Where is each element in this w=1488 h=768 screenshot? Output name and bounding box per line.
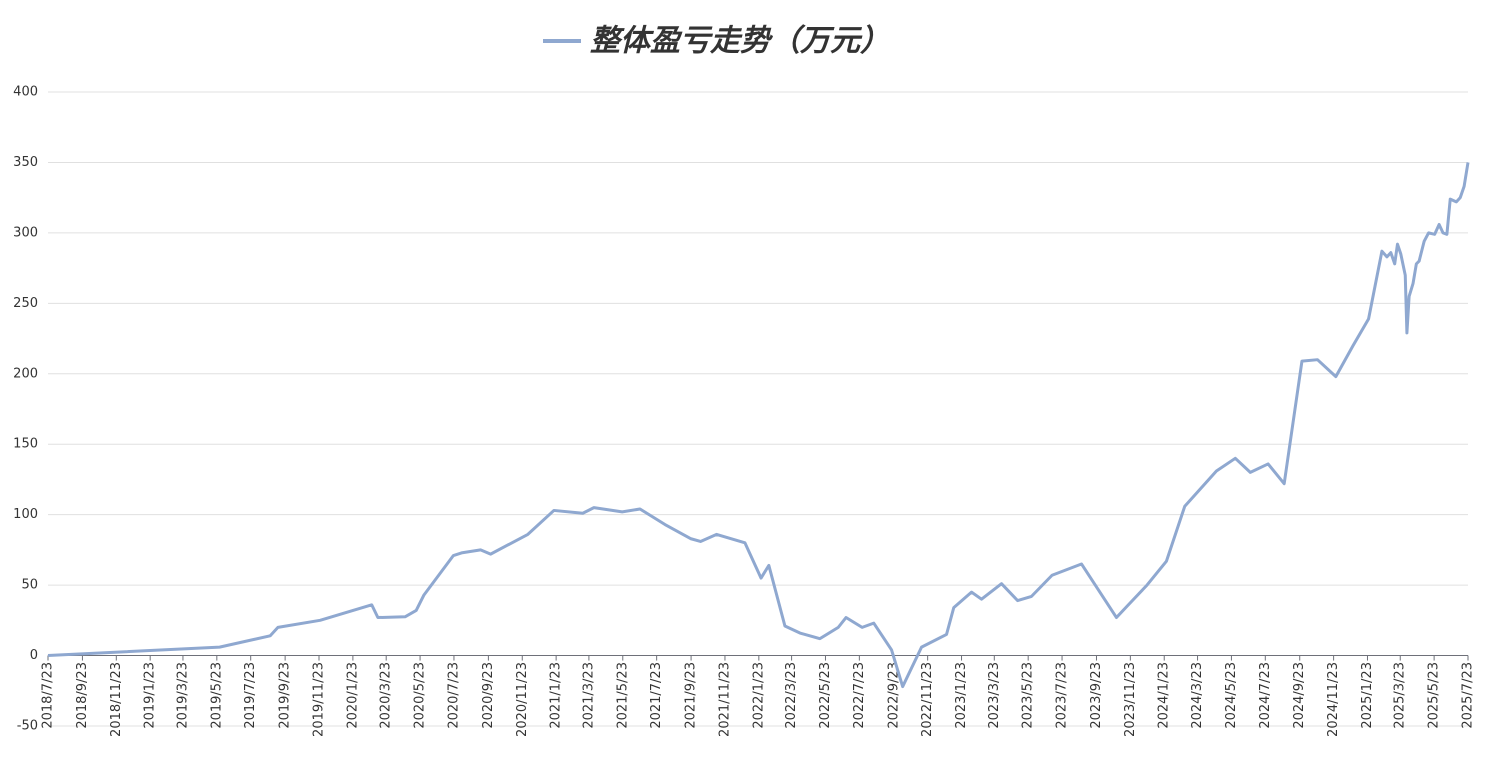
line-series: [47, 162, 1470, 689]
x-tick-label: 2019/3/23: [175, 662, 190, 729]
x-tick-label: 2018/11/23: [109, 662, 124, 737]
x-tick-label: 2020/5/23: [413, 662, 428, 729]
y-tick-label: 250: [13, 296, 38, 311]
x-tick-label: 2025/7/23: [1461, 662, 1476, 729]
y-tick-label: 100: [13, 507, 38, 522]
x-tick-label: 2024/9/23: [1292, 662, 1307, 729]
x-tick-label: 2023/1/23: [954, 662, 969, 729]
x-tick-label: 2025/3/23: [1393, 662, 1408, 729]
legend-label: 整体盈亏走势（万元）: [590, 24, 890, 59]
x-tick-label: 2021/5/23: [615, 662, 630, 729]
x-tick-label: 2023/5/23: [1021, 662, 1036, 729]
x-tick-label: 2021/9/23: [684, 662, 699, 729]
x-tick-label: 2023/9/23: [1089, 662, 1104, 729]
x-tick-label: 2022/11/23: [920, 662, 935, 737]
y-tick-label: 50: [21, 578, 38, 593]
x-tick-label: 2020/11/23: [515, 662, 530, 737]
x-tick-label: 2024/11/23: [1326, 662, 1341, 737]
x-tick-label: 2024/7/23: [1258, 662, 1273, 729]
x-tick-label: 2021/7/23: [649, 662, 664, 729]
x-tick-label: 2024/1/23: [1157, 662, 1172, 729]
x-tick-label: 2019/1/23: [143, 662, 158, 729]
x-tick-label: 2020/3/23: [379, 662, 394, 729]
x-tick-label: 2019/9/23: [278, 662, 293, 729]
x-tick-label: 2019/7/23: [243, 662, 258, 729]
x-tick-label: 2025/5/23: [1427, 662, 1442, 729]
x-tick-label: 2022/7/23: [852, 662, 867, 729]
x-tick-label: 2019/5/23: [209, 662, 224, 729]
x-tick-label: 2023/3/23: [987, 662, 1002, 729]
x-tick-label: 2021/1/23: [549, 662, 564, 729]
x-tick-label: 2022/9/23: [886, 662, 901, 729]
x-tick-label: 2021/11/23: [717, 662, 732, 737]
x-tick-label: 2024/3/23: [1190, 662, 1205, 729]
x-tick-label: 2020/7/23: [446, 662, 461, 729]
x-tick-label: 2025/1/23: [1360, 662, 1375, 729]
x-tick-label: 2022/3/23: [784, 662, 799, 729]
y-tick-label: 200: [13, 366, 38, 381]
y-tick-label: 350: [13, 155, 38, 170]
x-tick-label: 2018/7/23: [41, 662, 56, 729]
y-tick-label: 0: [30, 648, 38, 663]
y-tick-label: 300: [13, 225, 38, 240]
x-tick-label: 2022/5/23: [818, 662, 833, 729]
x-tick-label: 2021/3/23: [581, 662, 596, 729]
x-tick-label: 2019/11/23: [312, 662, 327, 737]
y-tick-label: 150: [13, 437, 38, 452]
x-tick-label: 2020/1/23: [345, 662, 360, 729]
y-tick-label: -50: [17, 719, 38, 734]
x-tick-label: 2023/11/23: [1123, 662, 1138, 737]
y-tick-label: 400: [13, 85, 38, 100]
x-tick-label: 2023/7/23: [1055, 662, 1070, 729]
x-tick-label: 2022/1/23: [751, 662, 766, 729]
x-tick-label: 2018/9/23: [75, 662, 90, 729]
x-tick-label: 2020/9/23: [481, 662, 496, 729]
x-tick-label: 2024/5/23: [1224, 662, 1239, 729]
